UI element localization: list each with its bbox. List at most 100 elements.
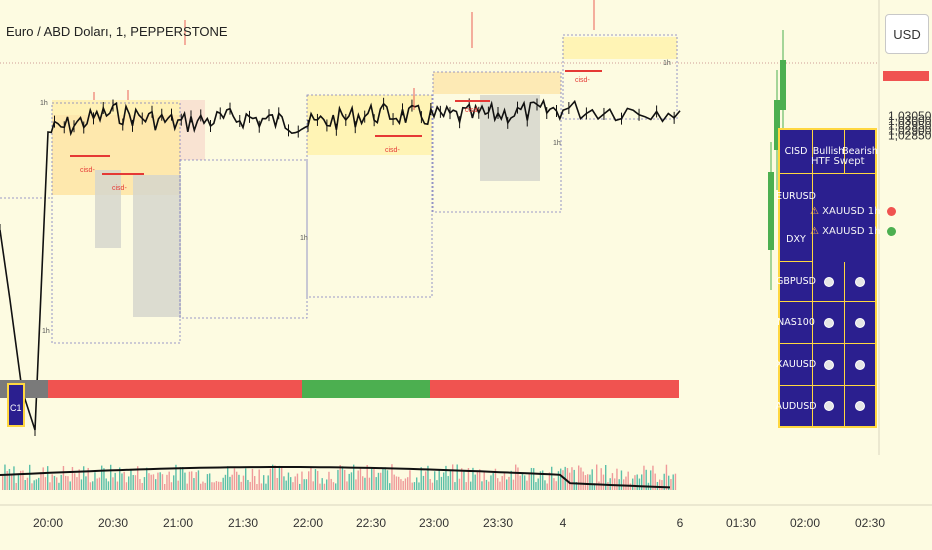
volume-bar: [281, 466, 283, 490]
volume-bar: [515, 464, 517, 490]
volume-bar: [31, 483, 33, 490]
volume-bar: [368, 477, 371, 490]
volume-bar: [299, 483, 301, 490]
volume-bar: [499, 481, 501, 490]
cisd-label: cisd-: [112, 185, 127, 192]
volume-bar: [211, 482, 213, 490]
volume-bar: [62, 465, 65, 490]
table-row-xauusd: XAUUSD: [776, 344, 816, 386]
volume-bar: [101, 465, 103, 490]
volume-bar: [555, 481, 557, 490]
volume-bar: [274, 465, 276, 490]
volume-bar: [242, 475, 245, 490]
neutral-dot-icon: [823, 401, 834, 411]
volume-bar: [490, 475, 492, 490]
nas100-bullish-cell: [813, 302, 845, 344]
alert-symbol: XAUUSD: [822, 206, 865, 217]
htf-swept-title: HTF Swept: [811, 156, 865, 167]
volume-bar: [195, 472, 197, 490]
timeframe-label: 1h: [42, 328, 50, 335]
volume-bar: [463, 470, 465, 490]
volume-bar: [350, 472, 353, 490]
price-tick-label: 1,02900: [888, 124, 932, 138]
volume-bar: [256, 483, 258, 490]
volume-bar: [533, 468, 535, 490]
cisd-label: cisd-: [575, 77, 590, 84]
currency-button[interactable]: USD: [885, 14, 929, 54]
volume-bar: [49, 482, 51, 490]
volume-bar: [627, 471, 629, 490]
price-tick-label: 1,03000: [888, 114, 932, 128]
volume-bar: [641, 474, 643, 490]
volume-bar: [58, 482, 60, 490]
htf-alert-1: ⚠ XAUUSD 1h: [810, 206, 896, 217]
warning-icon: ⚠: [810, 226, 819, 237]
volume-bar: [674, 473, 677, 490]
volume-bar: [665, 464, 668, 490]
volume-bar: [503, 472, 506, 490]
session-segment: [430, 380, 679, 398]
volume-bar: [517, 467, 519, 490]
volume-bar: [229, 476, 231, 490]
neutral-dot-icon: [823, 317, 834, 328]
volume-bar: [272, 464, 274, 490]
volume-bar: [80, 479, 83, 490]
alert-symbol: XAUUSD: [822, 226, 865, 237]
volume-bar: [290, 477, 292, 490]
cisd-label: cisd-: [385, 147, 400, 154]
volume-bar: [188, 471, 191, 490]
symbol-title[interactable]: Euro / ABD Doları, 1, PEPPERSTONE: [6, 24, 228, 39]
volume-bar: [474, 474, 476, 490]
volume-bar: [330, 478, 332, 490]
volume-bar: [440, 476, 443, 490]
volume-bar: [636, 474, 638, 490]
volume-bar: [492, 472, 494, 490]
volume-bar: [438, 469, 440, 490]
volume-bar: [510, 470, 512, 490]
volume-bar: [15, 482, 17, 490]
volume-bar: [83, 466, 85, 490]
time-tick-label: 01:30: [726, 516, 756, 530]
volume-bar: [303, 479, 305, 490]
volume-bar: [519, 475, 521, 490]
htf-candle: [768, 172, 774, 250]
zone-box: [133, 175, 181, 317]
volume-bar: [355, 479, 357, 490]
range-box: [179, 159, 308, 319]
volume-bar: [668, 475, 670, 490]
gbpusd-bullish-cell: [813, 262, 845, 302]
volume-bar: [395, 476, 398, 490]
session-segment: [302, 380, 430, 398]
volume-bar: [110, 464, 112, 490]
volume-bar: [94, 472, 96, 490]
volume-bar: [78, 469, 80, 490]
zone-box: [180, 100, 205, 160]
volume-bar: [542, 470, 544, 490]
volume-bar: [607, 482, 609, 490]
volume-bar: [461, 468, 463, 490]
volume-bar: [287, 472, 290, 490]
time-tick-label: 02:00: [790, 516, 820, 530]
volume-bar: [157, 472, 159, 490]
volume-bar: [661, 480, 663, 490]
volume-bar: [173, 475, 175, 490]
volume-bar: [6, 470, 8, 490]
volume-bar: [400, 479, 402, 490]
volume-bar: [339, 465, 341, 490]
volume-bar: [465, 482, 467, 490]
volume-bar: [512, 479, 515, 490]
volume-bar: [321, 478, 323, 490]
volume-bar: [294, 476, 296, 490]
volume-bar: [643, 465, 645, 490]
bullish-signal-dot: [886, 226, 896, 236]
volume-bar: [285, 480, 287, 490]
volume-bar: [485, 479, 488, 490]
volume-bar: [116, 481, 119, 490]
volume-bar: [301, 471, 303, 490]
volume-bar: [47, 466, 49, 490]
volume-bar: [44, 477, 47, 490]
volume-bar: [251, 468, 254, 490]
volume-bar: [544, 480, 546, 490]
volume-bar: [238, 474, 240, 490]
